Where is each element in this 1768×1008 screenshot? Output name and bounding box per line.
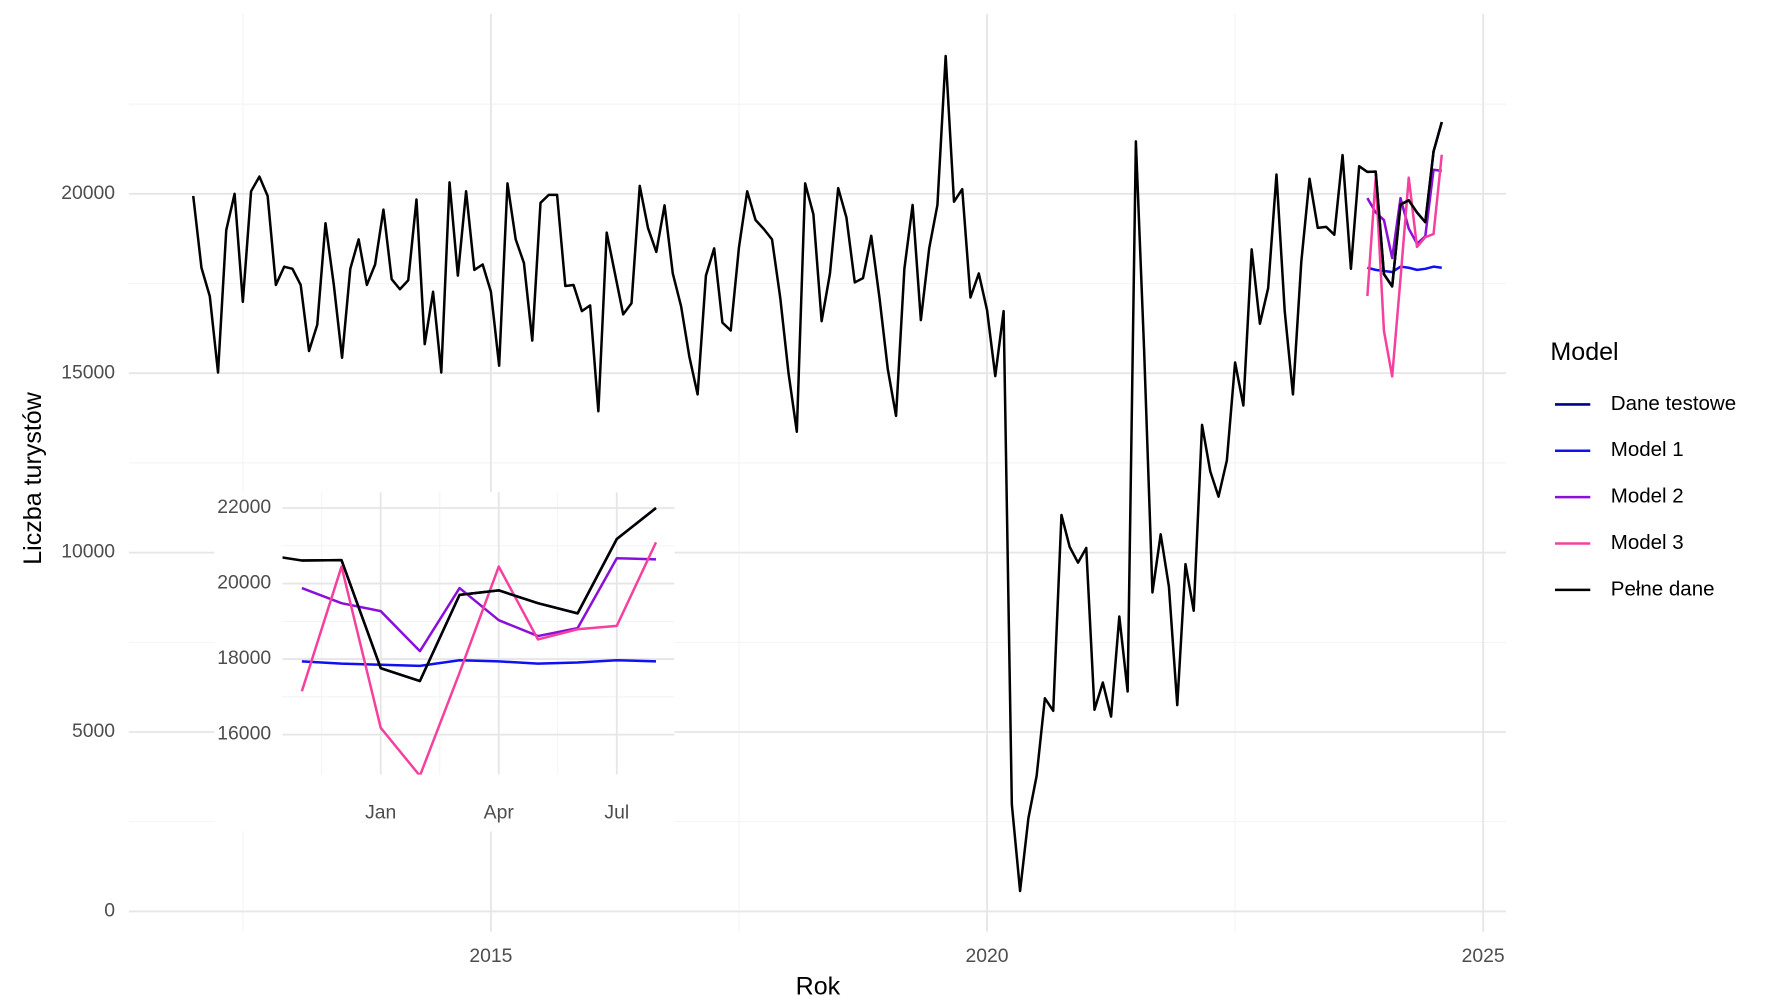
x-axis-title: Rok xyxy=(796,972,841,1000)
y-tick-label: 0 xyxy=(104,900,115,922)
series-line xyxy=(1367,265,1442,274)
series-line xyxy=(191,54,1443,893)
plot-area xyxy=(282,492,675,775)
x-tick-label: 2020 xyxy=(965,945,1008,967)
legend-label: Model 2 xyxy=(1611,485,1684,508)
y-tick-label: 22000 xyxy=(217,496,271,518)
y-axis-title: Liczba turystów xyxy=(19,391,47,565)
legend-label: Dane testowe xyxy=(1611,392,1736,415)
legend-label: Model 3 xyxy=(1611,531,1684,554)
y-tick-label: 20000 xyxy=(217,572,271,594)
y-tick-label: 20000 xyxy=(61,182,115,204)
x-tick-label: 2025 xyxy=(1462,945,1505,967)
x-tick-label: 2015 xyxy=(469,945,512,967)
x-tick-label: Apr xyxy=(484,802,515,824)
series-line xyxy=(301,658,657,668)
series-line xyxy=(300,541,658,775)
y-tick-label: 5000 xyxy=(72,720,115,742)
x-tick-label: Jul xyxy=(604,802,629,824)
series-line xyxy=(301,556,657,653)
series-line xyxy=(1366,154,1444,378)
legend-title: Model xyxy=(1550,338,1618,366)
y-tick-label: 18000 xyxy=(217,647,271,669)
y-tick-label: 15000 xyxy=(61,361,115,383)
y-tick-label: 16000 xyxy=(217,723,271,745)
y-tick-label: 10000 xyxy=(61,541,115,563)
legend-label: Pełne dane xyxy=(1611,577,1715,600)
x-tick-label: Jan xyxy=(365,802,396,824)
series-line xyxy=(282,507,657,683)
legend-label: Model 1 xyxy=(1611,438,1684,461)
